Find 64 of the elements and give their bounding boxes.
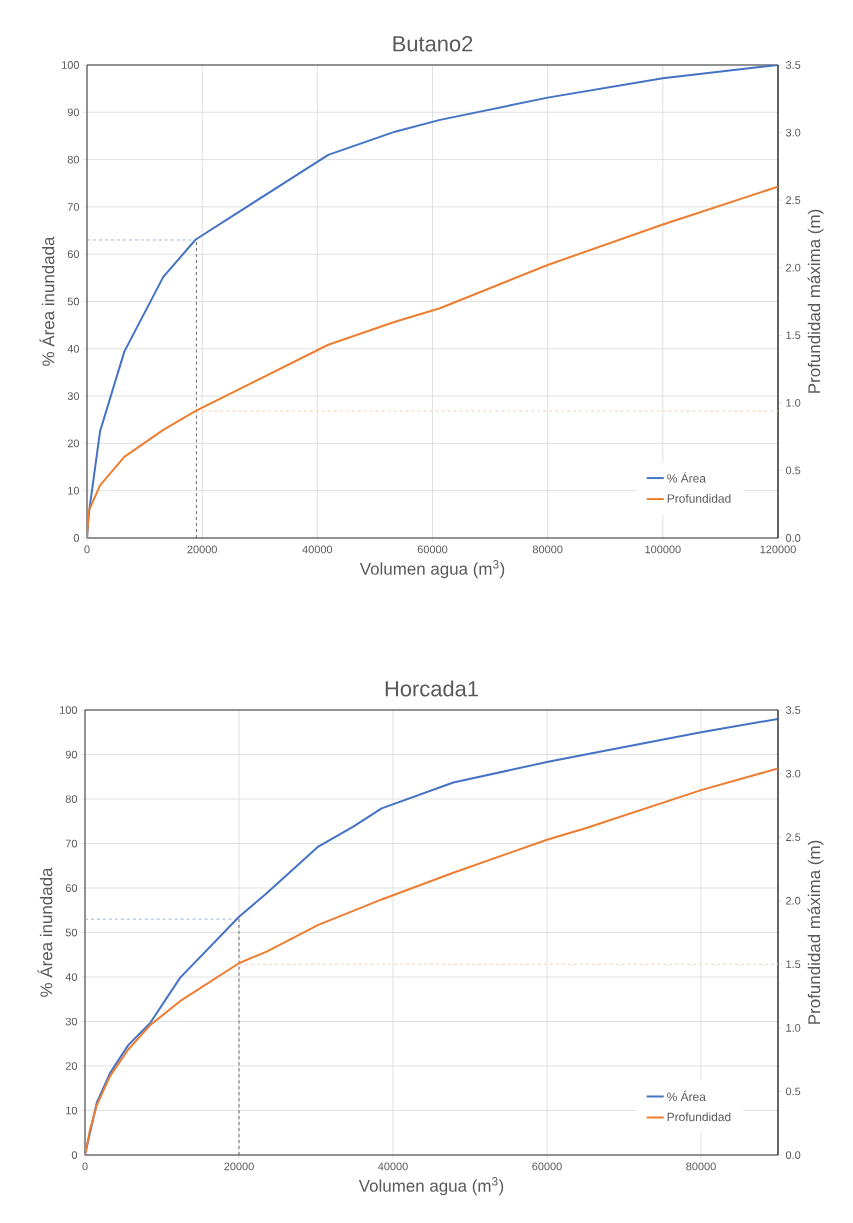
y2-tick-label: 3.0: [785, 128, 801, 137]
y2-tick-label: 0.0: [785, 534, 801, 542]
y2-tick-label: 1.0: [786, 1023, 801, 1032]
y-tick-label: 80: [65, 795, 78, 803]
y-tick-label: 10: [66, 1106, 78, 1115]
chart-title: Butano2: [393, 35, 473, 52]
x-tick-label: 0: [82, 1162, 88, 1171]
y-tick-label: 0: [71, 1151, 78, 1159]
x-tick-label: 80000: [532, 545, 563, 554]
x-tick-label: 120000: [760, 545, 796, 554]
y2-tick-label: 1.5: [786, 960, 801, 969]
x-tick-label: 0: [84, 545, 90, 554]
x-tick-label: 100000: [645, 545, 681, 554]
line-series: [87, 185, 779, 538]
y-axis-title: % Área inundada: [37, 867, 53, 997]
y-tick-label: 60: [65, 884, 78, 892]
x-axis-title: Volumen agua (m$^{3}$): [358, 1177, 504, 1196]
y-tick-label: 60: [67, 250, 80, 259]
y-tick-label: 30: [65, 1017, 78, 1026]
y-axis-title: % Área inundada: [39, 236, 55, 366]
y-tick-label: 30: [67, 392, 80, 400]
line-series: [87, 64, 779, 538]
y2-tick-label: 3.5: [785, 61, 801, 69]
y2-tick-label: 2.5: [786, 833, 801, 842]
y-tick-label: 40: [65, 973, 78, 981]
legend-label: Profundidad: [667, 494, 731, 503]
x-tick-label: 20000: [187, 545, 217, 554]
y2-tick-label: 0.0: [785, 1151, 801, 1159]
legend-label: % Área: [667, 1090, 706, 1102]
chart-title: Horcada1: [385, 680, 478, 697]
legend-label: Profundidad: [667, 1112, 731, 1122]
y-tick-label: 70: [65, 839, 78, 848]
y-tick-label: 10: [68, 486, 80, 495]
y2-axis-title: Profundidad máxima (m): [807, 840, 824, 1024]
x-tick-label: 60000: [417, 545, 448, 554]
y-tick-label: 50: [67, 297, 80, 306]
y-tick-label: 0: [73, 534, 80, 542]
y2-tick-label: 3.0: [785, 769, 801, 778]
y-tick-label: 40: [67, 344, 80, 353]
y2-tick-label: 2.5: [786, 196, 801, 205]
y2-tick-label: 0.5: [785, 466, 801, 475]
y-tick-label: 100: [62, 61, 80, 69]
y-tick-label: 100: [60, 706, 78, 714]
x-tick-label: 60000: [532, 1162, 562, 1171]
x-axis-title: Volumen agua (m$^{3}$): [359, 560, 505, 579]
x-tick-label: 40000: [378, 1162, 408, 1171]
x-tick-label: 20000: [224, 1162, 254, 1171]
y-tick-label: 20: [67, 439, 80, 448]
y2-tick-label: 1.5: [786, 331, 801, 340]
y-tick-label: 50: [65, 928, 78, 937]
y2-tick-label: 2.0: [786, 263, 801, 272]
y2-tick-label: 0.5: [785, 1087, 801, 1096]
y2-tick-label: 3.5: [785, 706, 801, 714]
y2-tick-label: 1.0: [786, 398, 801, 407]
y-tick-label: 80: [67, 155, 80, 164]
y-tick-label: 90: [67, 108, 80, 117]
legend-label: % Área: [667, 472, 706, 483]
y-tick-label: 70: [67, 203, 80, 211]
y-tick-label: 90: [65, 750, 78, 759]
y-tick-label: 20: [65, 1062, 78, 1070]
x-tick-label: 40000: [302, 545, 333, 554]
y2-axis-title: Profundidad máxima (m): [807, 209, 824, 393]
y2-tick-label: 2.0: [786, 896, 801, 905]
x-tick-label: 80000: [686, 1162, 716, 1171]
